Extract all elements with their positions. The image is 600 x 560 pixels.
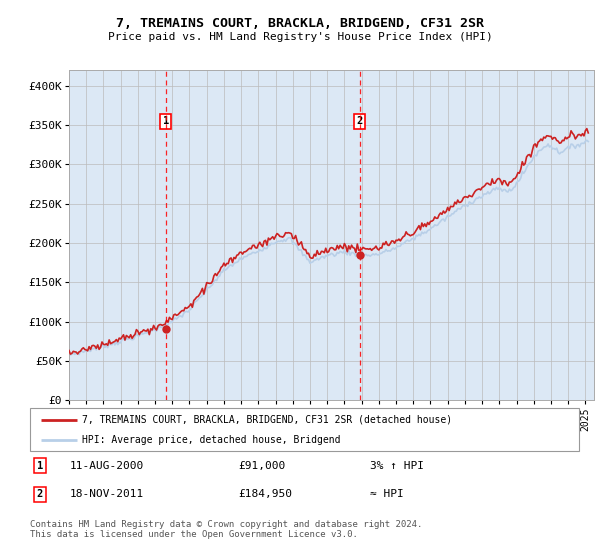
Text: 18-NOV-2011: 18-NOV-2011 <box>70 489 144 499</box>
Text: Contains HM Land Registry data © Crown copyright and database right 2024.
This d: Contains HM Land Registry data © Crown c… <box>30 520 422 539</box>
Text: £91,000: £91,000 <box>239 461 286 470</box>
Text: HPI: Average price, detached house, Bridgend: HPI: Average price, detached house, Brid… <box>82 435 341 445</box>
Text: 7, TREMAINS COURT, BRACKLA, BRIDGEND, CF31 2SR: 7, TREMAINS COURT, BRACKLA, BRIDGEND, CF… <box>116 17 484 30</box>
Text: 2: 2 <box>356 116 362 126</box>
Text: Price paid vs. HM Land Registry's House Price Index (HPI): Price paid vs. HM Land Registry's House … <box>107 32 493 42</box>
Text: £184,950: £184,950 <box>239 489 293 499</box>
Text: 2: 2 <box>37 489 43 499</box>
Text: 3% ↑ HPI: 3% ↑ HPI <box>370 461 424 470</box>
Text: 1: 1 <box>37 461 43 470</box>
Text: 1: 1 <box>163 116 169 126</box>
Text: 7, TREMAINS COURT, BRACKLA, BRIDGEND, CF31 2SR (detached house): 7, TREMAINS COURT, BRACKLA, BRIDGEND, CF… <box>82 415 452 424</box>
FancyBboxPatch shape <box>30 408 579 451</box>
Text: ≈ HPI: ≈ HPI <box>370 489 404 499</box>
Text: 11-AUG-2000: 11-AUG-2000 <box>70 461 144 470</box>
